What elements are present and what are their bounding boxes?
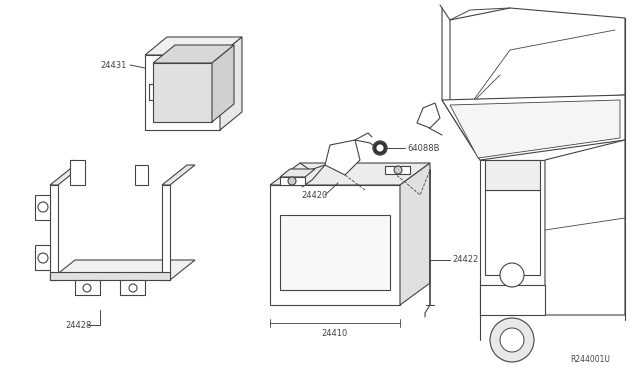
- Polygon shape: [145, 37, 242, 55]
- Polygon shape: [212, 45, 234, 122]
- Polygon shape: [280, 215, 390, 290]
- Polygon shape: [270, 163, 430, 185]
- Circle shape: [373, 141, 387, 155]
- Circle shape: [394, 166, 402, 174]
- Circle shape: [377, 145, 383, 151]
- Polygon shape: [50, 272, 170, 280]
- Text: 64088B: 64088B: [407, 144, 440, 153]
- Circle shape: [83, 284, 91, 292]
- Circle shape: [38, 253, 48, 263]
- Polygon shape: [545, 140, 625, 315]
- Polygon shape: [450, 8, 625, 105]
- Circle shape: [500, 328, 524, 352]
- Circle shape: [288, 177, 296, 185]
- Circle shape: [38, 202, 48, 212]
- Text: 24422: 24422: [452, 256, 478, 264]
- Circle shape: [500, 263, 524, 287]
- Polygon shape: [280, 177, 305, 185]
- Circle shape: [129, 284, 137, 292]
- Polygon shape: [270, 185, 400, 305]
- Polygon shape: [70, 160, 85, 185]
- Polygon shape: [400, 163, 430, 305]
- Circle shape: [490, 318, 534, 362]
- Polygon shape: [153, 45, 234, 63]
- Polygon shape: [485, 190, 540, 275]
- Text: 24431: 24431: [100, 61, 126, 70]
- Polygon shape: [50, 260, 195, 280]
- Text: 24410: 24410: [322, 328, 348, 337]
- Polygon shape: [153, 63, 212, 122]
- Polygon shape: [50, 185, 58, 280]
- Polygon shape: [162, 185, 170, 280]
- Polygon shape: [485, 160, 540, 190]
- Polygon shape: [50, 165, 83, 185]
- Polygon shape: [162, 165, 195, 185]
- Polygon shape: [145, 55, 220, 130]
- Polygon shape: [280, 169, 315, 177]
- Polygon shape: [325, 140, 360, 175]
- Text: R244001U: R244001U: [570, 356, 610, 365]
- Polygon shape: [220, 37, 242, 130]
- Polygon shape: [35, 195, 50, 220]
- Polygon shape: [450, 100, 620, 158]
- Polygon shape: [385, 166, 410, 174]
- Polygon shape: [135, 165, 148, 185]
- Text: 24428: 24428: [65, 321, 92, 330]
- Polygon shape: [417, 103, 440, 128]
- Polygon shape: [35, 245, 50, 270]
- Text: 24420: 24420: [302, 190, 328, 199]
- Polygon shape: [442, 95, 625, 160]
- Polygon shape: [480, 285, 545, 315]
- Polygon shape: [120, 280, 145, 295]
- Polygon shape: [480, 160, 545, 310]
- Polygon shape: [75, 280, 100, 295]
